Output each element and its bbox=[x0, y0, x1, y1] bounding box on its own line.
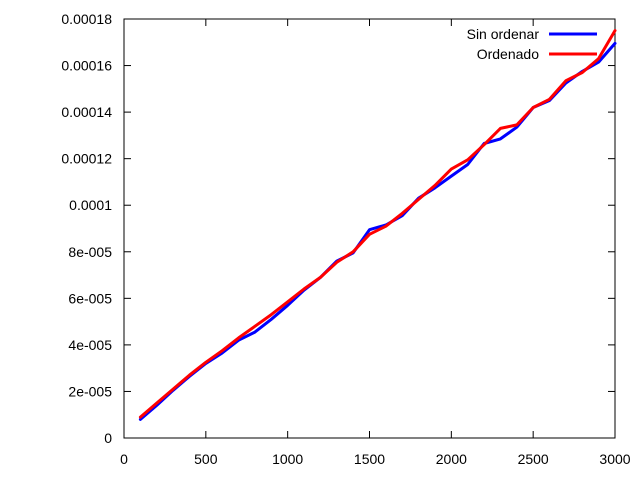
series-line-ordenado bbox=[138, 29, 617, 419]
y-tick-label: 4e-005 bbox=[68, 337, 112, 353]
y-tick-label: 0.00012 bbox=[61, 151, 112, 167]
y-axis: 0 2e-005 4e-005 6e-005 8e-005 0.0001 0.00012 0.… bbox=[61, 11, 615, 446]
y-tick-label: 8e-005 bbox=[68, 244, 112, 260]
x-tick-label: 2000 bbox=[436, 451, 467, 467]
x-tick-label: 2500 bbox=[518, 451, 549, 467]
legend-label: Sin ordenar bbox=[467, 26, 540, 42]
y-tick-label: 6e-005 bbox=[68, 290, 112, 306]
series-lines bbox=[138, 29, 617, 421]
x-tick-label: 1000 bbox=[272, 451, 303, 467]
y-tick-label: 0.00018 bbox=[61, 11, 112, 27]
x-tick-label: 500 bbox=[194, 451, 218, 467]
y-tick-label: 0.00016 bbox=[61, 58, 112, 74]
y-tick-label: 2e-005 bbox=[68, 383, 112, 399]
legend: Sin ordenar Ordenado bbox=[467, 26, 597, 62]
x-tick-label: 0 bbox=[120, 451, 128, 467]
x-axis: 0 500 1000 1500 2000 2500 3000 bbox=[120, 19, 631, 467]
legend-label: Ordenado bbox=[477, 46, 539, 62]
y-tick-label: 0.0001 bbox=[69, 197, 112, 213]
y-tick-label: 0.00014 bbox=[61, 104, 112, 120]
x-tick-label: 3000 bbox=[599, 451, 630, 467]
y-tick-label: 0 bbox=[104, 430, 112, 446]
x-tick-label: 1500 bbox=[354, 451, 385, 467]
